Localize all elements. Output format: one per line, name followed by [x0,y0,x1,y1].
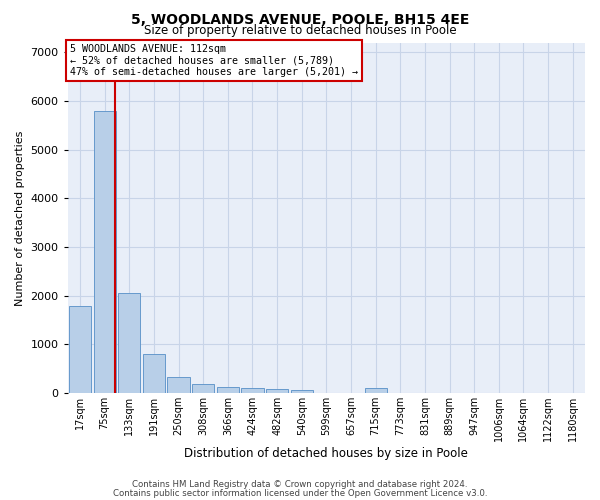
Text: 5, WOODLANDS AVENUE, POOLE, BH15 4EE: 5, WOODLANDS AVENUE, POOLE, BH15 4EE [131,12,469,26]
Bar [192,384,214,393]
Bar [118,293,140,393]
Text: Contains HM Land Registry data © Crown copyright and database right 2024.: Contains HM Land Registry data © Crown c… [132,480,468,489]
Bar [217,388,239,393]
Bar [143,354,165,393]
Bar [94,111,116,393]
Y-axis label: Number of detached properties: Number of detached properties [15,130,25,306]
X-axis label: Distribution of detached houses by size in Poole: Distribution of detached houses by size … [184,447,468,460]
Text: Size of property relative to detached houses in Poole: Size of property relative to detached ho… [143,24,457,37]
Bar [365,388,387,393]
Bar [241,388,263,393]
Bar [290,390,313,393]
Title: 5, WOODLANDS AVENUE, POOLE, BH15 4EE
Size of property relative to detached house: 5, WOODLANDS AVENUE, POOLE, BH15 4EE Siz… [0,499,1,500]
Bar [69,306,91,393]
Bar [167,376,190,393]
Text: 5 WOODLANDS AVENUE: 112sqm
← 52% of detached houses are smaller (5,789)
47% of s: 5 WOODLANDS AVENUE: 112sqm ← 52% of deta… [70,44,358,78]
Text: Contains public sector information licensed under the Open Government Licence v3: Contains public sector information licen… [113,489,487,498]
Bar [266,388,288,393]
